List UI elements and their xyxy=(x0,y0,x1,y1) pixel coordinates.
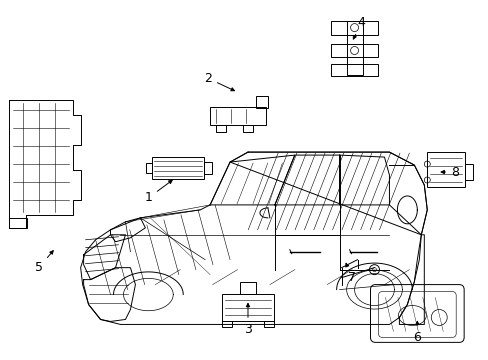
Text: 2: 2 xyxy=(204,72,234,91)
Bar xyxy=(222,321,232,328)
Bar xyxy=(464,164,472,180)
Bar xyxy=(427,152,464,187)
Bar xyxy=(152,157,203,179)
Text: 1: 1 xyxy=(144,180,172,204)
Text: 7: 7 xyxy=(345,263,355,284)
Bar xyxy=(330,21,378,35)
Bar xyxy=(146,163,152,173)
Bar xyxy=(216,125,225,132)
Text: 8: 8 xyxy=(440,166,458,179)
Bar xyxy=(346,21,362,75)
Text: 3: 3 xyxy=(244,303,251,336)
Bar xyxy=(264,321,273,328)
Text: 4: 4 xyxy=(353,16,365,39)
Bar xyxy=(9,218,27,228)
Text: 5: 5 xyxy=(35,251,53,274)
Text: 6: 6 xyxy=(412,321,420,344)
Bar xyxy=(203,162,212,174)
Bar xyxy=(330,44,378,58)
Bar xyxy=(222,293,273,321)
Bar xyxy=(240,282,255,293)
Bar xyxy=(330,64,378,76)
Bar xyxy=(255,96,267,108)
Bar xyxy=(243,125,252,132)
Bar xyxy=(210,107,265,125)
